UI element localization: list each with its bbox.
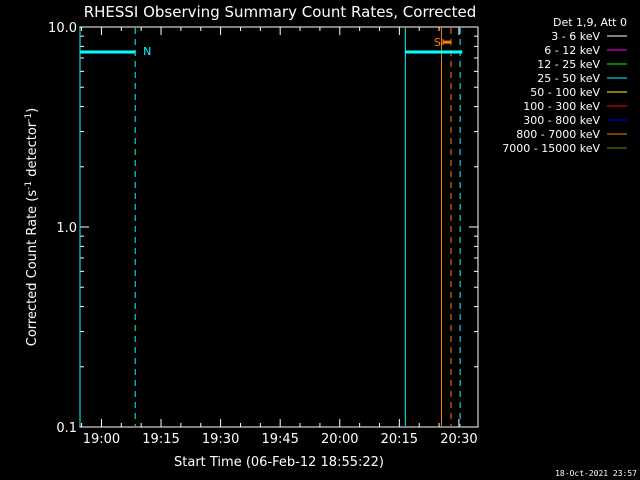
y-axis-label-sup2: -1: [24, 113, 34, 122]
annotations: NS: [143, 36, 441, 58]
timestamp: 18-Oct-2021 23:57: [555, 469, 637, 478]
legend-header: Det 1,9, Att 0: [553, 16, 627, 29]
annotation-s: S: [434, 36, 441, 49]
legend-label: 300 - 800 keV: [523, 114, 600, 127]
y-axis-label-sup1: -1: [24, 181, 34, 190]
y-axis-label-mid: detector: [25, 121, 40, 181]
legend-label: 3 - 6 keV: [551, 30, 600, 43]
x-tick-label: 19:15: [142, 432, 179, 447]
y-axis-label: Corrected Count Rate (s-1 detector-1): [24, 108, 40, 346]
series-lines: [80, 39, 463, 54]
y-tick-label: 1.0: [56, 221, 77, 236]
y-axis-label-end: ): [25, 108, 40, 113]
y-tick-label: 0.1: [56, 421, 77, 436]
x-tick-label: 20:30: [440, 432, 477, 447]
legend-label: 7000 - 15000 keV: [502, 142, 600, 155]
x-tick-label: 20:00: [321, 432, 358, 447]
y-axis-label-main: Corrected Count Rate (s: [25, 190, 40, 347]
y-ticks: 0.1 1.0 10.0: [48, 21, 478, 436]
legend-label: 50 - 100 keV: [530, 86, 600, 99]
x-tick-label: 19:00: [83, 432, 120, 447]
legend-label: 6 - 12 keV: [544, 44, 600, 57]
vertical-lines: [79, 28, 461, 426]
legend-label: 100 - 300 keV: [523, 100, 600, 113]
x-tick-label: 19:45: [261, 432, 298, 447]
plot-area: 19:00 19:15 19:30 19:45 20:00 20:15 20:30 0.1 1…: [48, 21, 479, 447]
annotation-n: N: [143, 45, 151, 58]
legend-label: 12 - 25 keV: [537, 58, 600, 71]
x-tick-label: 19:30: [202, 432, 239, 447]
x-ticks: 19:00 19:15 19:30 19:45 20:00 20:15 20:30: [81, 27, 478, 447]
y-tick-label: 10.0: [48, 21, 77, 36]
chart-title: RHESSI Observing Summary Count Rates, Co…: [84, 3, 477, 21]
legend-label: 25 - 50 keV: [537, 72, 600, 85]
x-axis-label: Start Time (06-Feb-12 18:55:22): [174, 455, 384, 470]
legend-label: 800 - 7000 keV: [516, 128, 600, 141]
x-tick-label: 20:15: [381, 432, 418, 447]
